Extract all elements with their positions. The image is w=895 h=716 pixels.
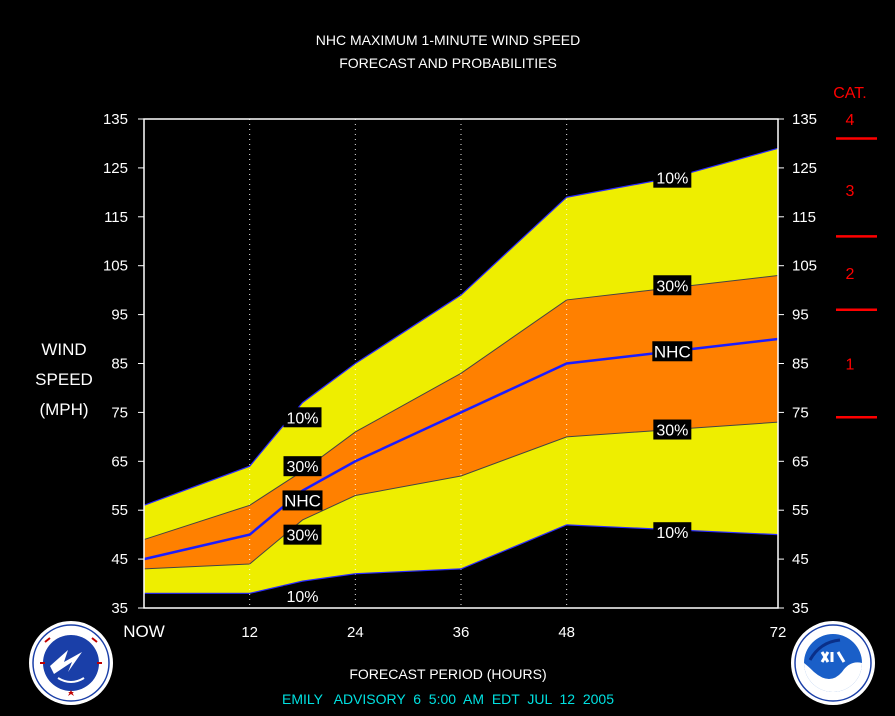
y-tick-label-right-55: 55 [792,502,809,519]
advisory-footer: EMILY ADVISORY 6 5:00 AM EDT JUL 12 2005 [282,691,614,707]
y-tick-label-left-95: 95 [111,307,128,324]
y-tick-label-right-105: 105 [792,258,817,275]
y-tick-label-left-55: 55 [111,502,128,519]
y-tick-label-left-75: 75 [111,404,128,421]
category-label-1: 1 [846,357,855,374]
category-label-4: 4 [846,112,855,129]
x-tick-label-NOW: NOW [123,622,165,641]
category-label-2: 2 [846,266,855,283]
y-tick-label-right-75: 75 [792,404,809,421]
band-label-box-0 [283,407,322,428]
y-tick-label-left-135: 135 [103,111,128,128]
y-tick-label-left-85: 85 [111,356,128,373]
chart-subtitle: FORECAST AND PROBABILITIES [339,55,557,71]
y-tick-label-right-35: 35 [792,600,809,617]
band-label-2: NHC [284,491,321,510]
y-tick-label-left-35: 35 [111,600,128,617]
band-label-9: 10% [656,525,688,542]
band-label-box-8 [653,419,692,440]
y-tick-label-right-95: 95 [792,307,809,324]
x-tick-label-36: 36 [453,624,470,641]
y-tick-label-left-105: 105 [103,258,128,275]
nws-logo [29,621,113,705]
y-tick-label-left-45: 45 [111,551,128,568]
band-label-box-4 [283,585,322,606]
band-label-box-5 [653,167,692,188]
band-label-3: 30% [286,528,318,545]
band-label-1: 30% [286,459,318,476]
band-label-box-6 [653,275,692,296]
x-tick-label-24: 24 [347,624,364,641]
noaa-logo [791,621,875,705]
y-axis-label-line-2: SPEED [35,370,93,389]
y-tick-label-left-115: 115 [104,209,128,226]
x-tick-label-12: 12 [241,624,258,641]
band-label-box-7 [652,341,693,362]
y-tick-label-left-65: 65 [111,453,128,470]
band-label-8: 30% [656,423,688,440]
y-tick-label-left-125: 125 [103,160,128,177]
x-tick-label-72: 72 [770,624,787,641]
y-tick-label-right-45: 45 [792,551,809,568]
band-label-0: 10% [286,410,318,427]
y-tick-label-right-125: 125 [792,160,817,177]
chart-title: NHC MAXIMUM 1-MINUTE WIND SPEED [316,32,580,48]
y-tick-label-right-85: 85 [792,356,809,373]
band-label-7: NHC [654,342,691,361]
band-label-4: 10% [286,589,318,606]
category-label-3: 3 [846,183,855,200]
x-tick-label-48: 48 [558,624,575,641]
band-label-box-1 [283,456,322,477]
band-label-6: 30% [656,278,688,295]
band-label-box-2 [282,490,323,511]
band-label-box-9 [653,522,692,543]
band-label-box-3 [283,524,322,545]
x-axis-label: FORECAST PERIOD (HOURS) [349,666,546,682]
y-tick-label-right-65: 65 [792,453,809,470]
band-label-5: 10% [656,171,688,188]
y-tick-label-right-135: 135 [792,111,817,128]
y-axis-label-line-3: (MPH) [39,400,88,419]
y-tick-label-right-115: 115 [792,209,816,226]
plot-area: 35 35 45 45 55 55 65 65 75 75 85 85 95 95 105 105 115 115… [103,111,877,641]
y-axis-label-line-1: WIND [41,340,86,359]
category-header: CAT. [833,85,866,102]
